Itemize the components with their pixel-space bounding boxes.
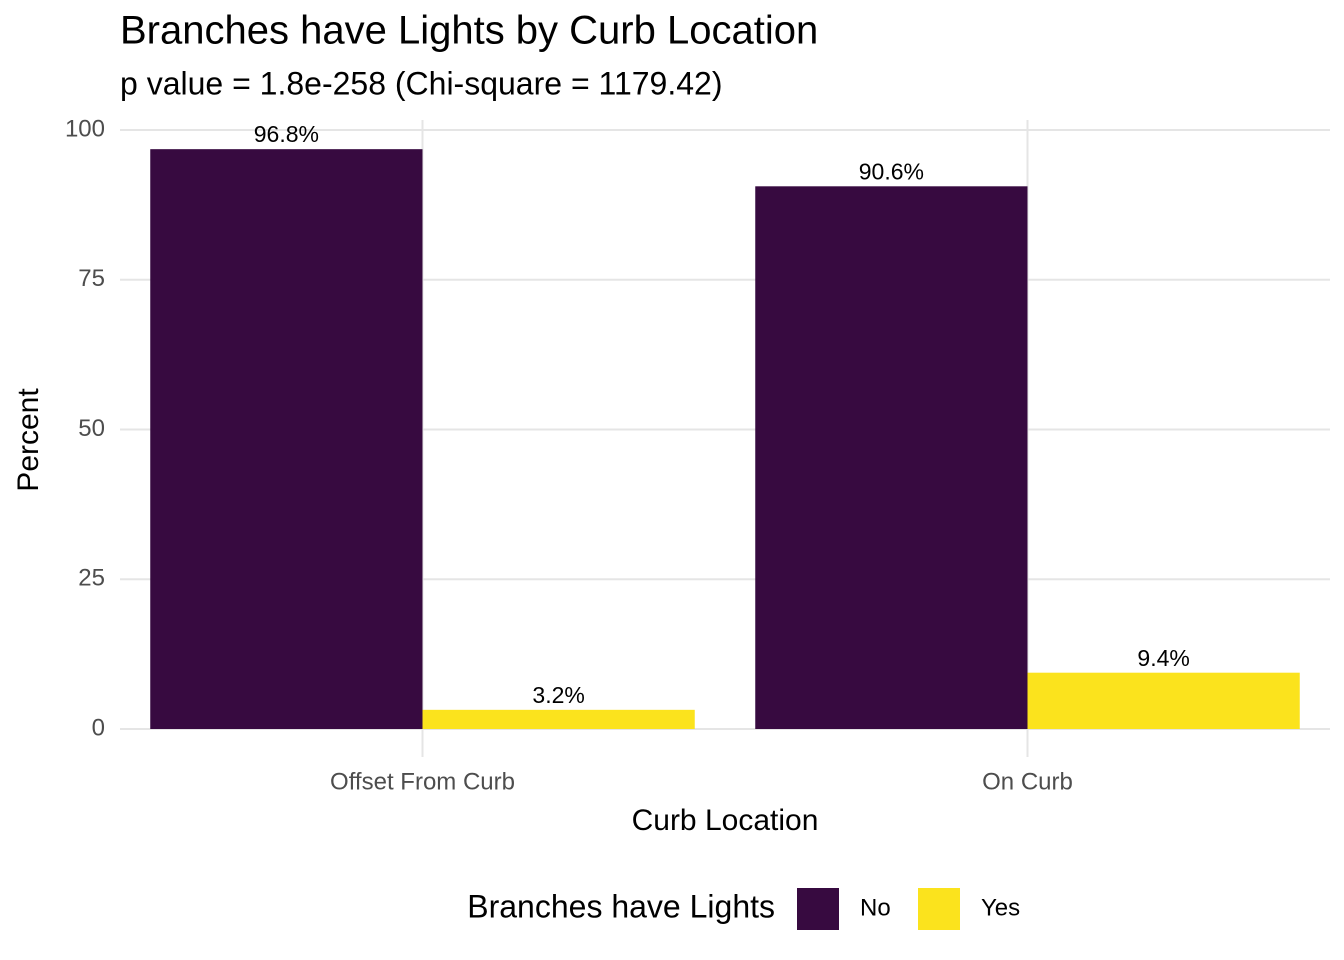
y-tick-label: 25 xyxy=(78,565,105,592)
bar xyxy=(150,149,423,730)
data-label: 3.2% xyxy=(532,682,584,708)
legend-label: Yes xyxy=(981,894,1020,921)
x-tick-label: Offset From Curb xyxy=(330,768,515,795)
y-tick-label: 75 xyxy=(78,265,105,292)
bar xyxy=(422,709,695,729)
y-axis-title: Percent xyxy=(12,388,45,492)
data-label: 96.8% xyxy=(254,121,319,147)
legend-key xyxy=(797,888,839,930)
x-tick-label: On Curb xyxy=(982,768,1073,795)
chart-subtitle: p value = 1.8e-258 (Chi-square = 1179.42… xyxy=(120,65,722,101)
y-tick-label: 100 xyxy=(65,115,105,142)
data-label: 90.6% xyxy=(859,158,924,184)
x-axis-title: Curb Location xyxy=(632,804,819,837)
data-label: 9.4% xyxy=(1137,645,1189,671)
legend-key xyxy=(918,888,960,930)
y-tick-label: 50 xyxy=(78,415,105,442)
bar xyxy=(1027,672,1300,729)
bar xyxy=(755,186,1028,729)
y-tick-label: 0 xyxy=(92,714,105,741)
legend-title: Branches have Lights xyxy=(467,888,775,924)
chart-title: Branches have Lights by Curb Location xyxy=(120,9,818,53)
legend-label: No xyxy=(860,894,891,921)
